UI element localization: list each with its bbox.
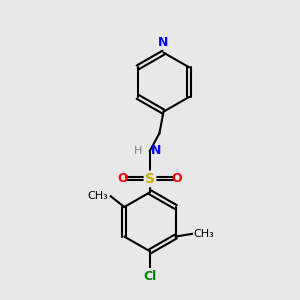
Text: S: S <box>145 172 155 186</box>
Text: CH₃: CH₃ <box>193 229 214 239</box>
Text: H: H <box>134 146 142 156</box>
Text: O: O <box>172 172 182 185</box>
Text: CH₃: CH₃ <box>87 191 108 201</box>
Text: Cl: Cl <box>143 270 157 283</box>
Text: N: N <box>151 144 161 157</box>
Text: N: N <box>158 36 169 49</box>
Text: O: O <box>118 172 128 185</box>
